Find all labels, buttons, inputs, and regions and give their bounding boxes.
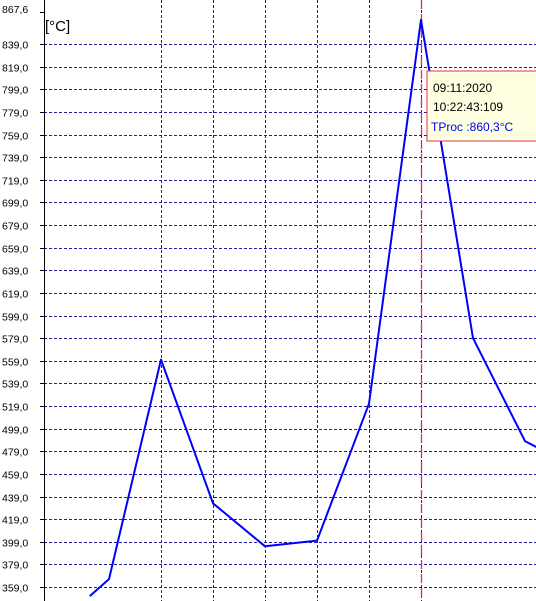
y-tick-label: 819,0 xyxy=(2,63,28,75)
y-tick-label: 839,0 xyxy=(2,40,28,52)
y-tick-labels: 867,6 839,0 819,0 799,0 779,0 759,0 739,0 719,0… xyxy=(2,4,28,595)
y-tick-label: 799,0 xyxy=(2,85,28,97)
y-tick-label: 399,0 xyxy=(2,538,28,550)
y-tick-label: 699,0 xyxy=(2,198,28,210)
y-tick-label: 619,0 xyxy=(2,289,28,301)
value-tooltip: 09:11:2020 10:22:43:109 TProc :860,3°C xyxy=(426,70,536,142)
y-tick-label: 459,0 xyxy=(2,470,28,482)
y-tick-label: 499,0 xyxy=(2,425,28,437)
y-tick-label: 679,0 xyxy=(2,221,28,233)
grid xyxy=(44,0,536,601)
y-tick-label: 419,0 xyxy=(2,515,28,527)
y-tick-label: 867,6 xyxy=(2,4,28,16)
y-tick-label: 579,0 xyxy=(2,334,28,346)
y-tick-label: 539,0 xyxy=(2,379,28,391)
y-tick-label: 719,0 xyxy=(2,176,28,188)
y-tick-label: 359,0 xyxy=(2,583,28,595)
y-tick-label: 439,0 xyxy=(2,493,28,505)
y-tick-label: 779,0 xyxy=(2,108,28,120)
tooltip-box xyxy=(426,70,536,142)
tooltip-time: 10:22:43:109 xyxy=(433,100,503,114)
series-layer xyxy=(89,18,536,597)
y-tick-label: 379,0 xyxy=(2,560,28,572)
y-tick-label: 559,0 xyxy=(2,357,28,369)
y-axis xyxy=(40,0,45,601)
tooltip-date: 09:11:2020 xyxy=(433,81,492,95)
y-tick-label: 519,0 xyxy=(2,402,28,414)
tooltip-reading: TProc :860,3°C xyxy=(431,120,514,134)
y-tick-label: 759,0 xyxy=(2,131,28,143)
y-tick-label: 599,0 xyxy=(2,312,28,324)
unit-label: [°C] xyxy=(45,18,70,35)
y-tick-label: 639,0 xyxy=(2,266,28,278)
y-tick-label: 739,0 xyxy=(2,153,28,165)
y-tick-label: 479,0 xyxy=(2,447,28,459)
y-tick-label: 659,0 xyxy=(2,244,28,256)
